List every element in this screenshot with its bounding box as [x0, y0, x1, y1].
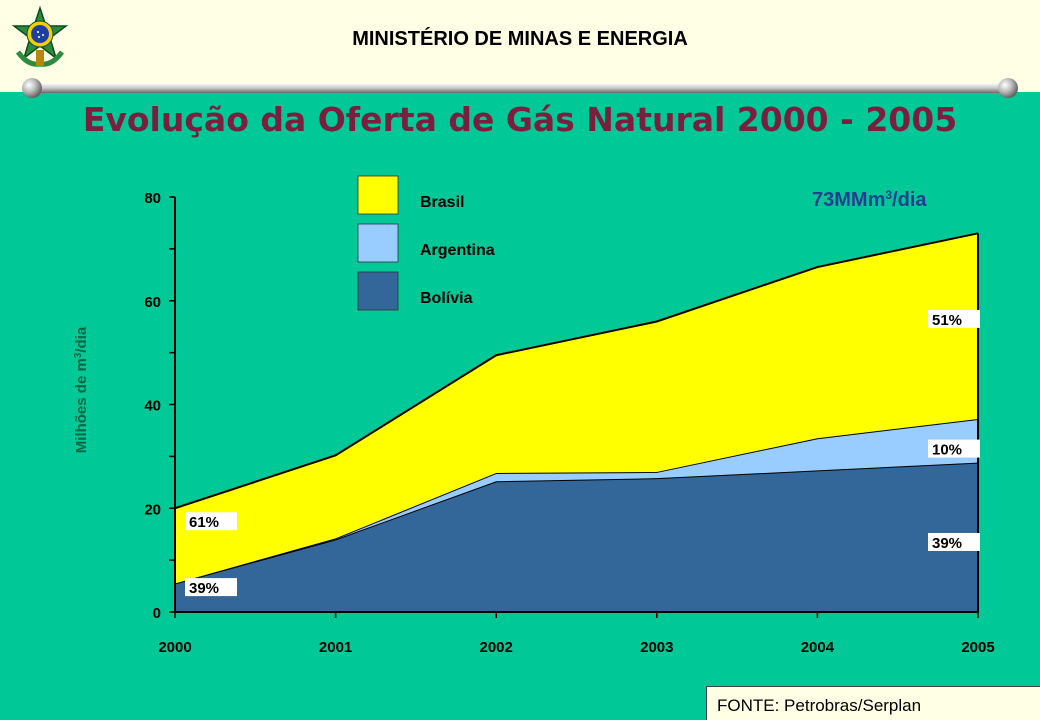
header: MINISTÉRIO DE MINAS E ENERGIA — [0, 0, 1040, 92]
legend-label-brasil: Brasil — [420, 194, 464, 211]
area-brasil — [175, 233, 978, 584]
y-tick-label: 60 — [144, 294, 161, 311]
y-tick-label: 80 — [144, 190, 161, 207]
legend-swatch-argentina — [357, 223, 399, 263]
area-argentina — [175, 419, 978, 584]
annotation-label: 61% — [189, 514, 219, 531]
y-tick-label: 40 — [144, 398, 161, 415]
area-bolivia — [175, 462, 978, 612]
x-tick-label: 2004 — [801, 639, 835, 656]
annotation-box — [928, 532, 980, 551]
annotation-label: 51% — [932, 312, 962, 329]
legend-swatch-bolivia — [357, 271, 399, 311]
chart: 0 20 40 60 80 2000 2001 2002 2003 2004 2005 Brasil… — [73, 175, 995, 656]
legend-label-argentina: Argentina — [420, 242, 495, 259]
y-tick-label: 20 — [144, 501, 161, 518]
area-line-brasil — [174, 232, 979, 510]
annotation-label: 39% — [932, 535, 962, 552]
x-tick-label: 2001 — [319, 639, 352, 656]
annotation-box — [185, 512, 237, 531]
ministry-name: MINISTÉRIO DE MINAS E ENERGIA — [352, 28, 688, 50]
legend-label-bolivia: Bolívia — [420, 290, 473, 307]
y-axis-label: Milhões de m3/dia — [73, 326, 91, 453]
annotation-box — [928, 309, 980, 328]
x-tick-label: 2002 — [480, 639, 513, 656]
x-tick-label: 2005 — [961, 639, 994, 656]
annotation-label: 10% — [932, 442, 962, 459]
total-callout: 73MMm3/dia — [812, 188, 927, 211]
annotation-box — [928, 439, 980, 458]
annotation-box — [185, 578, 237, 597]
page-title: Evolução da Oferta de Gás Natural 2000 -… — [82, 100, 958, 139]
area-line-argentina — [174, 418, 979, 585]
x-tick-label: 2000 — [158, 639, 191, 656]
header-divider — [22, 78, 1018, 98]
x-tick-label: 2003 — [640, 639, 673, 656]
legend-swatch-brasil — [357, 175, 399, 215]
brazil-coat-of-arms-icon — [11, 6, 69, 67]
annotation-label: 39% — [189, 580, 219, 597]
source-note: FONTE: Petrobras/Serplan — [706, 686, 1040, 720]
y-tick-label: 0 — [153, 605, 161, 622]
